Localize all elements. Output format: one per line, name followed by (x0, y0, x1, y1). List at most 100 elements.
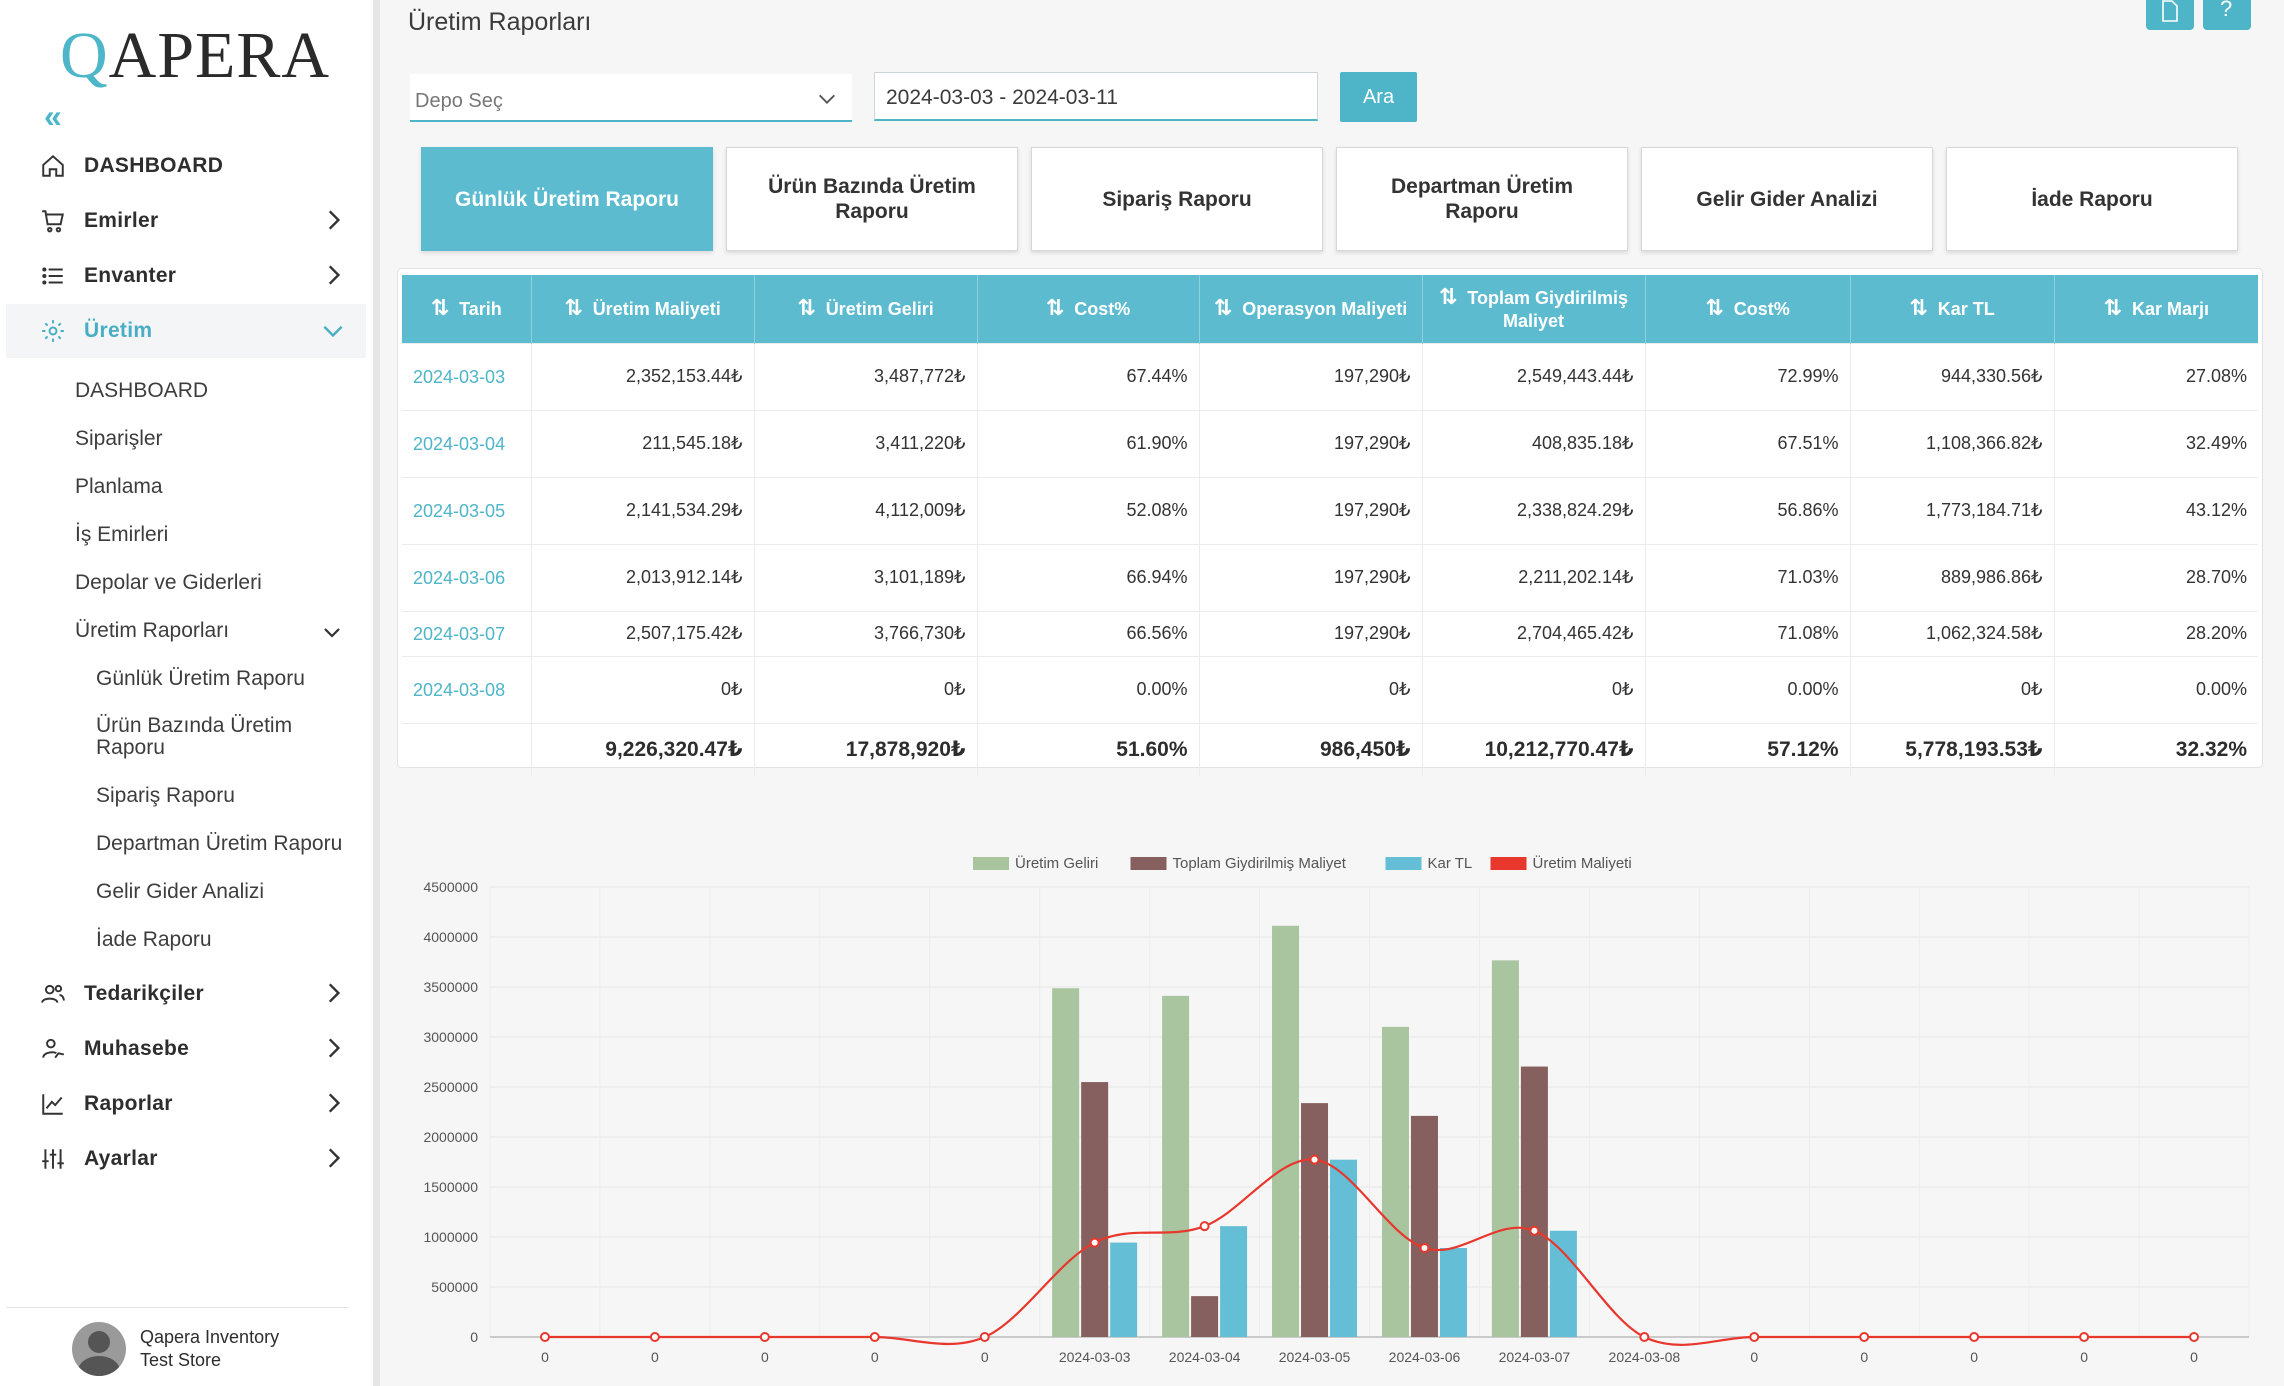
table-cell: 3,766,730₺ (754, 610, 978, 656)
depo-select[interactable]: Depo Seç (410, 74, 852, 122)
table-cell-date-link[interactable]: 2024-03-06 (402, 543, 532, 611)
table-cell: 71.03% (1645, 543, 1851, 611)
table-cell: 0.00% (2054, 655, 2258, 723)
table-total-cell: 32.32% (2054, 722, 2258, 776)
sidebar-subitem[interactable]: Ürün Bazında Üretim Raporu (96, 714, 293, 759)
column-header-toplam-giydirilmis-maliyet[interactable]: ⇅ Toplam Giydirilmiş Maliyet (1422, 275, 1646, 343)
x-tick-label: 0 (1860, 1349, 1868, 1365)
table-cell: 3,101,189₺ (754, 543, 978, 611)
table-cell: 2,141,534.29₺ (531, 476, 755, 544)
x-tick-label: 0 (2190, 1349, 2198, 1365)
help-button[interactable]: ? (2203, 0, 2251, 30)
x-tick-label: 0 (651, 1349, 659, 1365)
table-cell: 67.44% (977, 342, 1200, 410)
tab-iade-raporu[interactable]: İade Raporu (1946, 147, 2238, 251)
export-pdf-button[interactable] (2146, 0, 2194, 30)
bar-kar-tl (1549, 1230, 1577, 1337)
sidebar-subitem[interactable]: Günlük Üretim Raporu (96, 667, 305, 690)
date-range-input[interactable]: 2024-03-03 - 2024-03-11 (874, 72, 1318, 121)
chevron-down-icon[interactable] (320, 620, 344, 644)
y-tick-label: 4500000 (423, 879, 478, 895)
sidebar-item-emirler[interactable]: Emirler (6, 194, 366, 248)
line-point (1419, 1243, 1430, 1254)
sidebar-subitem[interactable]: DASHBOARD (75, 379, 209, 402)
sidebar-item-label: Tedarikçiler (84, 982, 204, 1005)
sidebar-subitem[interactable]: Planlama (75, 475, 163, 498)
chevron-right-icon (328, 210, 341, 230)
legend-swatch (973, 857, 1009, 870)
table-cell: 197,290₺ (1199, 409, 1423, 477)
sidebar-item-muhasebe[interactable]: Muhasebe (6, 1022, 366, 1076)
table-row: 2024-03-03 2,352,153.44₺ 3,487,772₺ 67.44% 1… (402, 342, 2258, 410)
column-header-kar-tl[interactable]: ⇅ Kar TL (1850, 275, 2055, 343)
chevron-down-icon (323, 325, 343, 338)
sidebar-subitem[interactable]: İş Emirleri (75, 523, 169, 546)
tab-siparis-raporu[interactable]: Sipariş Raporu (1031, 147, 1323, 251)
tab-gelir-gider-analizi[interactable]: Gelir Gider Analizi (1641, 147, 1933, 251)
users-icon (41, 984, 65, 1003)
table-total-cell: 57.12% (1645, 722, 1851, 776)
table-cell: 2,338,824.29₺ (1422, 476, 1646, 544)
column-header-uretim-geliri[interactable]: ⇅ Üretim Geliri (754, 275, 978, 343)
table-cell-date-link[interactable]: 2024-03-07 (402, 610, 532, 656)
column-header-cost-percent-2[interactable]: ⇅ Cost% (1645, 275, 1851, 343)
sidebar-subitem[interactable]: Departman Üretim Raporu (96, 832, 343, 855)
table-row: 2024-03-07 2,507,175.42₺ 3,766,730₺ 66.56% 1… (402, 610, 2258, 656)
collapse-sidebar-icon[interactable]: « (44, 98, 62, 134)
tab-urun-bazinda-uretim-raporu[interactable]: Ürün Bazında Üretim Raporu (726, 147, 1018, 251)
sidebar-item-tedarikciler[interactable]: Tedarikçiler (6, 967, 366, 1021)
sort-icon: ⇅ (430, 295, 450, 321)
table-cell: 28.20% (2054, 610, 2258, 656)
x-tick-label: 0 (541, 1349, 549, 1365)
tab-gunluk-uretim-raporu[interactable]: Günlük Üretim Raporu (421, 147, 713, 251)
table-total-cell: 986,450₺ (1199, 722, 1423, 776)
legend-swatch (1130, 857, 1167, 870)
table-totals-row: 9,226,320.47₺ 17,878,920₺ 51.60% 986,450₺ 10… (402, 722, 2258, 776)
column-header-operasyon-maliyeti[interactable]: ⇅ Operasyon Maliyeti (1199, 275, 1423, 343)
table-total-cell: 5,778,193.53₺ (1850, 722, 2055, 776)
table-cell-date-link[interactable]: 2024-03-08 (402, 655, 532, 723)
table-cell-date-link[interactable]: 2024-03-05 (402, 476, 532, 544)
sidebar-subitem[interactable]: Gelir Gider Analizi (96, 880, 265, 903)
sidebar-subitem-uretim-raporlari[interactable]: Üretim Raporları (75, 619, 230, 642)
date-range-value: 2024-03-03 - 2024-03-11 (886, 86, 1118, 109)
line-point (1969, 1332, 1980, 1342)
legend-label: Kar TL (1428, 855, 1473, 872)
x-tick-label: 2024-03-04 (1169, 1349, 1241, 1365)
table-cell: 197,290₺ (1199, 476, 1423, 544)
help-icon: ? (2220, 0, 2233, 21)
sidebar-subitem[interactable]: Siparişler (75, 427, 163, 450)
table-row: 2024-03-06 2,013,912.14₺ 3,101,189₺ 66.94% 1… (402, 543, 2258, 611)
table-row: 2024-03-04 211,545.18₺ 3,411,220₺ 61.90% 197… (402, 409, 2258, 477)
table-cell-date-link[interactable]: 2024-03-04 (402, 409, 532, 477)
table-cell-date-link[interactable]: 2024-03-03 (402, 342, 532, 410)
sidebar-subitem[interactable]: İade Raporu (96, 928, 212, 951)
line-point (759, 1332, 770, 1342)
sidebar-subitem[interactable]: Depolar ve Giderleri (75, 571, 262, 594)
column-header-uretim-maliyeti[interactable]: ⇅ Üretim Maliyeti (531, 275, 755, 343)
sidebar-subitem[interactable]: Sipariş Raporu (96, 784, 235, 807)
sidebar-item-raporlar[interactable]: Raporlar (6, 1077, 366, 1131)
column-header-tarih[interactable]: ⇅ Tarih (402, 275, 532, 343)
line-point (1529, 1225, 1540, 1236)
table-row: 2024-03-05 2,141,534.29₺ 4,112,009₺ 52.08% 1… (402, 476, 2258, 544)
table-cell: 0₺ (531, 655, 755, 723)
table-cell: 43.12% (2054, 476, 2258, 544)
sidebar-item-envanter[interactable]: Envanter (6, 249, 366, 303)
y-tick-label: 3000000 (423, 1029, 478, 1045)
tab-departman-uretim-raporu[interactable]: Departman Üretim Raporu (1336, 147, 1628, 251)
table-cell: 197,290₺ (1199, 342, 1423, 410)
column-header-kar-marji[interactable]: ⇅ Kar Marjı (2054, 275, 2258, 343)
sidebar-item-ayarlar[interactable]: Ayarlar (6, 1132, 366, 1186)
user-profile[interactable]: Qapera Inventory Test Store (72, 1322, 279, 1376)
table-cell: 71.08% (1645, 610, 1851, 656)
table-cell: 1,062,324.58₺ (1850, 610, 2055, 656)
search-button[interactable]: Ara (1340, 72, 1417, 122)
sidebar-item-uretim[interactable]: Üretim (6, 304, 366, 358)
column-header-cost-percent[interactable]: ⇅ Cost% (977, 275, 1200, 343)
sidebar-item-dashboard[interactable]: DASHBOARD (6, 139, 366, 193)
table-cell: 3,411,220₺ (754, 409, 978, 477)
file-icon (2162, 0, 2178, 22)
app-logo[interactable]: QAPERA (60, 19, 331, 92)
line-point (869, 1332, 880, 1342)
